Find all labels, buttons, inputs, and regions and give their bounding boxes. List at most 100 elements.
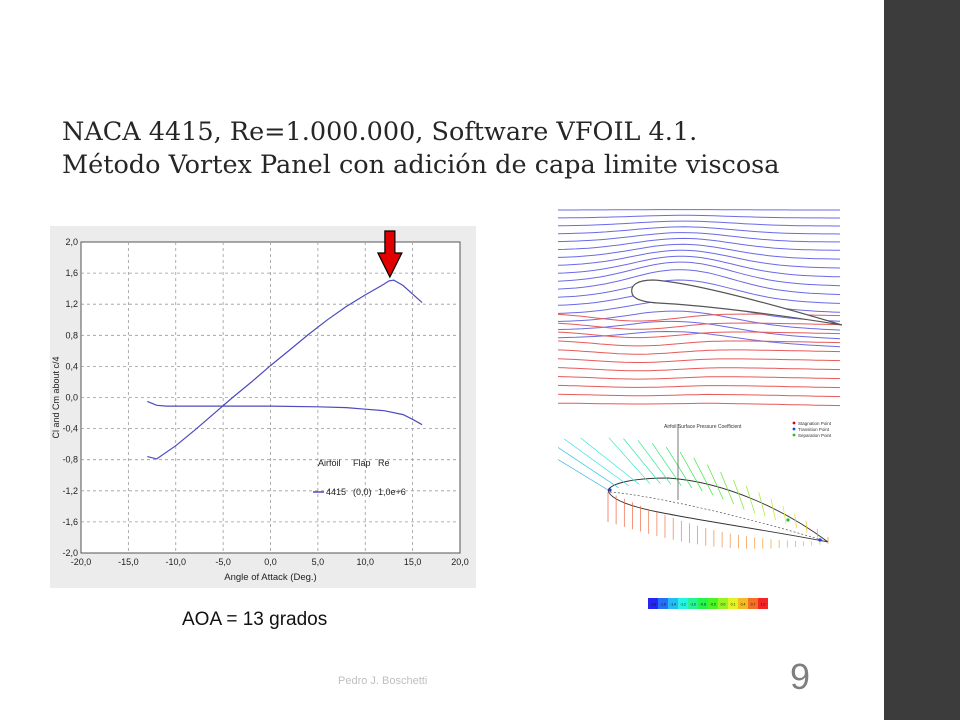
lower-streamline bbox=[558, 349, 841, 355]
upper-streamline bbox=[558, 237, 841, 251]
aoa-arrow bbox=[376, 230, 403, 279]
cp-vector-upper bbox=[758, 492, 766, 517]
footer-author: Pedro J. Boschetti bbox=[338, 675, 428, 687]
scale-swatch bbox=[658, 598, 668, 609]
y-tick-label: -2,0 bbox=[62, 548, 78, 558]
arrow-shape bbox=[376, 230, 403, 279]
streamline-plot bbox=[558, 207, 842, 407]
scale-label: -1.6 bbox=[660, 603, 666, 607]
slide-title: NACA 4415, Re=1.000.000, Software VFOIL … bbox=[62, 116, 862, 182]
scale-label: 1.0 bbox=[761, 603, 766, 607]
page-number: 9 bbox=[790, 656, 811, 697]
upper-streamline bbox=[558, 255, 841, 278]
scale-label: 0.7 bbox=[751, 603, 756, 607]
cm-series-line bbox=[147, 400, 423, 426]
cl-cm-chart: 2,0 1,6 1,2 0,8 0,4 0,0 -0,4 -0,8 -1,2 -1,6 -2,0 -… bbox=[50, 226, 476, 588]
cp-legend-transition: Transition Point bbox=[798, 427, 830, 432]
camber-line bbox=[609, 491, 829, 543]
scale-label: -0.5 bbox=[710, 603, 716, 607]
aoa-caption: AOA = 13 grados bbox=[182, 609, 328, 630]
y-tick-label: 0,8 bbox=[65, 330, 78, 340]
title-line-1: NACA 4415, Re=1.000.000, Software VFOIL … bbox=[62, 117, 698, 147]
upper-streamline bbox=[558, 214, 840, 219]
x-axis-label: Angle of Attack (Deg.) bbox=[224, 572, 316, 583]
legend-flap: (0,0) bbox=[353, 487, 372, 497]
scale-swatch bbox=[738, 598, 748, 609]
legend-airfoil: 4415 bbox=[326, 487, 346, 497]
scale-swatch bbox=[728, 598, 738, 609]
legend-header-flap: Flap bbox=[353, 458, 371, 468]
lower-streamline bbox=[558, 376, 841, 380]
scale-swatch bbox=[698, 598, 708, 609]
y-tick-label: 0,4 bbox=[65, 361, 78, 371]
cp-vector-upper bbox=[770, 498, 776, 521]
cl-series-line bbox=[147, 279, 423, 460]
pressure-coefficient-plot: Airfoil Surface Pressure Coefficient Sta… bbox=[558, 412, 842, 616]
cp-vector-upper bbox=[782, 505, 787, 525]
lower-streamline bbox=[558, 393, 841, 398]
y-tick-label: 1,2 bbox=[65, 299, 78, 309]
lower-streamline bbox=[558, 367, 841, 372]
scale-label: -1.4 bbox=[670, 603, 676, 607]
cp-vector-upper bbox=[805, 520, 808, 533]
lower-streamline bbox=[558, 322, 841, 330]
x-tick-label: -5,0 bbox=[215, 557, 231, 567]
scale-label: 0.1 bbox=[731, 603, 736, 607]
cp-vector-upper bbox=[720, 471, 735, 505]
scale-swatch bbox=[758, 598, 768, 609]
x-tick-label: -15,0 bbox=[118, 557, 139, 567]
scale-swatch bbox=[668, 598, 678, 609]
upper-streamline bbox=[558, 279, 841, 304]
separation-marker bbox=[786, 518, 790, 522]
scale-swatch bbox=[648, 598, 658, 609]
x-tick-label: 0,0 bbox=[264, 557, 277, 567]
airfoil-outline bbox=[631, 279, 842, 326]
scale-label: 0.0 bbox=[721, 603, 726, 607]
cp-vector-upper bbox=[637, 440, 672, 485]
scale-swatch bbox=[688, 598, 698, 609]
upper-streamline bbox=[558, 269, 841, 296]
lower-streamline bbox=[558, 340, 841, 347]
upper-streamline bbox=[558, 226, 841, 235]
lower-streamline bbox=[558, 384, 841, 389]
upper-streamline bbox=[558, 249, 841, 269]
upper-streamline bbox=[558, 243, 841, 260]
chart-grid bbox=[81, 242, 460, 553]
cp-vector-upper bbox=[564, 438, 630, 487]
x-tick-label: -10,0 bbox=[165, 557, 186, 567]
cp-color-scale: -1.8 -1.6 -1.4 -1.2 -1.0 -0.8 -0.5 0.0 0.1 0.4 0.7… bbox=[648, 598, 768, 609]
y-tick-label: 2,0 bbox=[65, 237, 78, 247]
legend-header-airfoil: Airfoil bbox=[318, 458, 341, 468]
transition-marker-le bbox=[608, 488, 612, 492]
title-line-2: Método Vortex Panel con adición de capa … bbox=[62, 150, 780, 180]
cp-vector-upper bbox=[666, 446, 693, 489]
x-tick-label: 5,0 bbox=[312, 557, 325, 567]
cp-legend-separation: Separation Point bbox=[798, 433, 832, 438]
cp-vector-upper bbox=[745, 485, 756, 514]
cp-vector-upper bbox=[580, 437, 640, 485]
upper-streamline bbox=[558, 220, 840, 227]
lower-streamline bbox=[558, 331, 841, 339]
legend-re: 1,0e+6 bbox=[378, 487, 406, 497]
scale-label: -1.8 bbox=[650, 603, 656, 607]
y-tick-label: 1,6 bbox=[65, 268, 78, 278]
streamline-svg bbox=[558, 209, 842, 407]
scale-swatch bbox=[748, 598, 758, 609]
cp-vector-upper bbox=[651, 443, 682, 486]
legend-header-re: Re bbox=[378, 458, 390, 468]
lower-streamline bbox=[558, 358, 841, 363]
y-tick-label: -1,6 bbox=[62, 517, 78, 527]
lower-streamline bbox=[558, 402, 841, 407]
chart-svg: 2,0 1,6 1,2 0,8 0,4 0,0 -0,4 -0,8 -1,2 -1,6 -2,0 -… bbox=[51, 230, 469, 583]
x-tick-label: 15,0 bbox=[404, 557, 422, 567]
x-tick-label: 20,0 bbox=[451, 557, 469, 567]
scale-swatch bbox=[708, 598, 718, 609]
scale-label: -0.8 bbox=[700, 603, 706, 607]
cp-vector-upper bbox=[794, 513, 797, 529]
cp-field bbox=[558, 424, 829, 549]
y-tick-label: -0,4 bbox=[62, 424, 78, 434]
separation-point-marker bbox=[792, 433, 796, 437]
cp-vector-upper bbox=[706, 464, 724, 500]
y-tick-label: -0,8 bbox=[62, 455, 78, 465]
cp-vector-upper bbox=[679, 451, 703, 492]
